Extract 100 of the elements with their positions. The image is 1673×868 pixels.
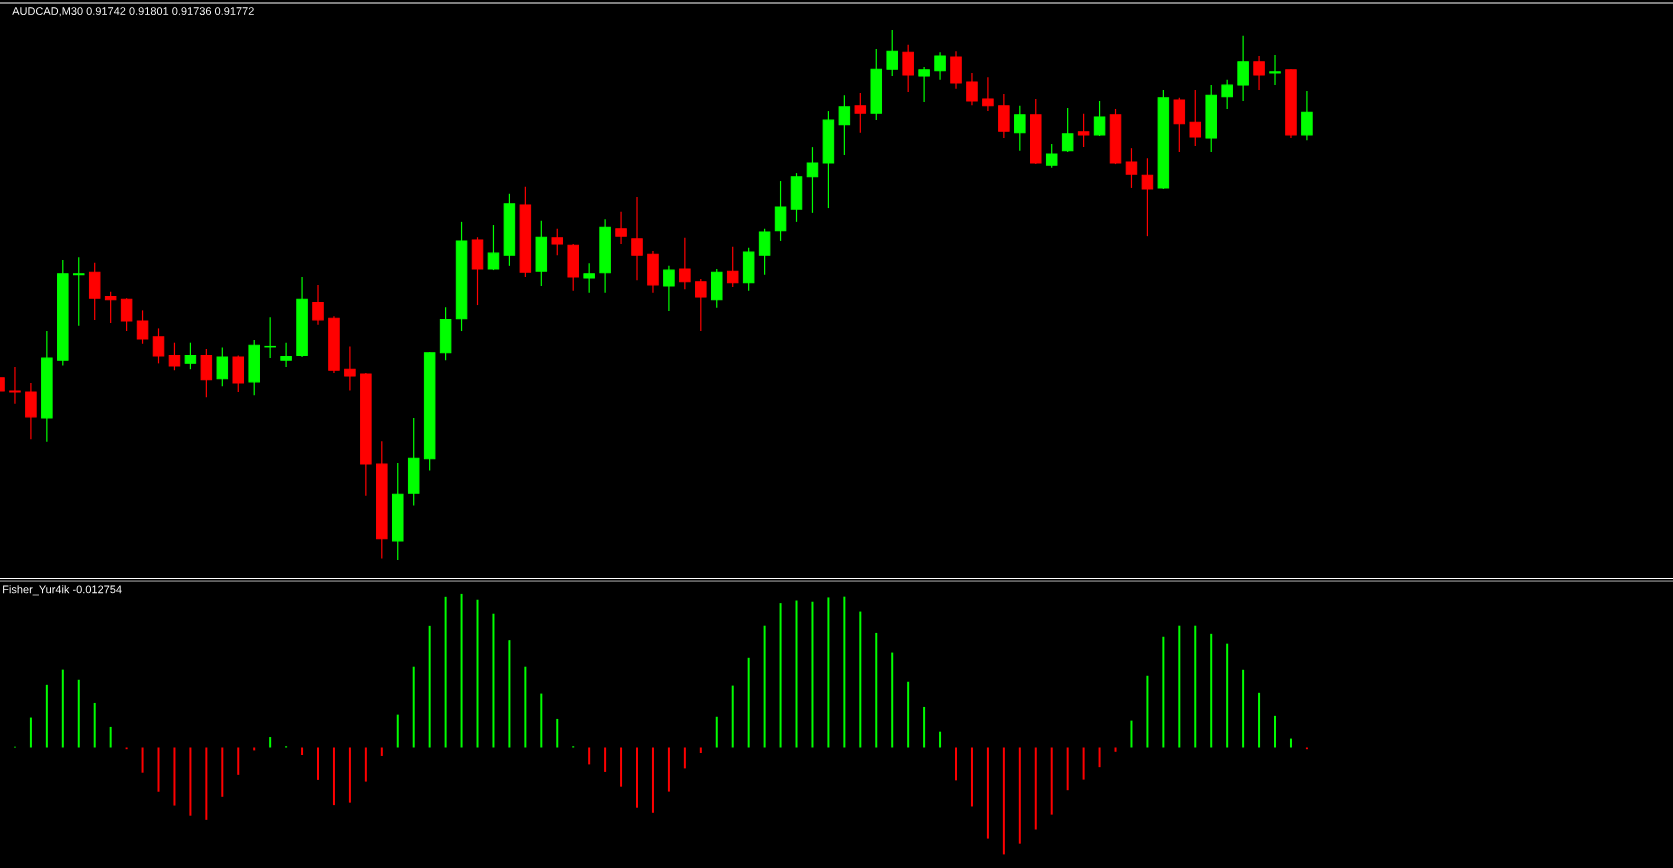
candlestick (615, 211, 627, 245)
chart-title: Fisher_Yur4ik -0.012754 (3, 585, 122, 596)
bar (93, 702, 96, 748)
candlestick (663, 265, 675, 312)
candlestick (120, 297, 133, 332)
bar (620, 747, 623, 787)
candlestick (934, 51, 946, 81)
bar (604, 747, 607, 772)
candlestick (854, 92, 867, 134)
bar (141, 747, 144, 773)
bar (476, 599, 479, 748)
bar (1082, 747, 1085, 780)
candlestick (1301, 90, 1313, 141)
bar (61, 669, 64, 748)
candlestick (1173, 97, 1186, 153)
bar (588, 747, 591, 765)
bar (29, 717, 32, 748)
bar (651, 747, 654, 813)
bar (157, 747, 160, 792)
candlestick (1014, 105, 1026, 152)
bar (524, 666, 527, 748)
bar (1162, 636, 1165, 748)
bar (843, 596, 846, 748)
candlestick (264, 316, 276, 359)
bar (253, 747, 256, 751)
candlestick (886, 29, 898, 77)
candlestick (966, 72, 978, 106)
candlestick (806, 146, 819, 214)
candlestick (1253, 55, 1265, 91)
candlestick (1045, 143, 1058, 169)
bar (540, 693, 543, 748)
bar (508, 640, 511, 748)
candlestick (104, 291, 117, 324)
bar (189, 747, 192, 816)
candlestick (1237, 35, 1249, 102)
bar (1274, 715, 1277, 748)
bar (109, 726, 112, 748)
candlestick (1061, 107, 1074, 153)
bar (715, 716, 718, 748)
candlestick (631, 196, 643, 281)
bar (891, 652, 894, 748)
bar (1098, 747, 1101, 768)
candlestick (1077, 113, 1090, 148)
candlestick (216, 346, 229, 387)
candlestick (758, 228, 771, 276)
candlestick (136, 309, 149, 345)
candlestick (1189, 89, 1202, 147)
bar (77, 679, 80, 748)
bar (1226, 643, 1229, 748)
candlestick (1141, 157, 1154, 237)
candlestick (72, 256, 85, 327)
bar (811, 601, 814, 748)
candlestick (9, 366, 21, 405)
candlestick (583, 262, 595, 294)
candlestick (982, 76, 994, 112)
bar (396, 714, 399, 748)
bar (1050, 747, 1053, 815)
candlestick (312, 284, 324, 326)
bar (364, 747, 367, 782)
bar (173, 747, 176, 806)
bar (301, 747, 304, 756)
bar (332, 747, 335, 806)
chart-title: AUDCAD,M30 0.91742 0.91801 0.91736 0.91772 (12, 7, 254, 17)
candlestick (487, 224, 500, 271)
bar (348, 747, 351, 803)
candlestick (1125, 147, 1138, 189)
bar (1034, 747, 1037, 830)
bar (444, 596, 447, 748)
bar (412, 666, 415, 748)
candlestick (551, 228, 564, 256)
candlestick (902, 44, 914, 93)
bar (1018, 747, 1021, 844)
candlestick (1269, 54, 1281, 86)
bar (731, 685, 734, 748)
candlestick (695, 278, 707, 332)
bar (747, 657, 750, 748)
bar (939, 731, 942, 748)
bar (45, 684, 48, 748)
bar (1178, 625, 1181, 748)
bar (428, 625, 431, 748)
bar (763, 625, 766, 748)
candlestick (184, 342, 197, 370)
candlestick (679, 237, 691, 290)
bar (317, 747, 320, 780)
bar (1146, 675, 1149, 748)
bar (986, 747, 989, 839)
candlestick (838, 94, 851, 156)
candlestick (152, 327, 165, 364)
bar (1258, 692, 1261, 748)
bar (237, 747, 240, 775)
bar (875, 632, 878, 748)
bar (970, 747, 973, 807)
bar (636, 747, 639, 808)
bar (923, 706, 926, 748)
bar (1130, 720, 1133, 748)
candlestick (726, 246, 739, 288)
bar (492, 613, 495, 748)
bar (859, 611, 862, 748)
candlestick (918, 66, 930, 103)
candlestick (1093, 100, 1106, 137)
